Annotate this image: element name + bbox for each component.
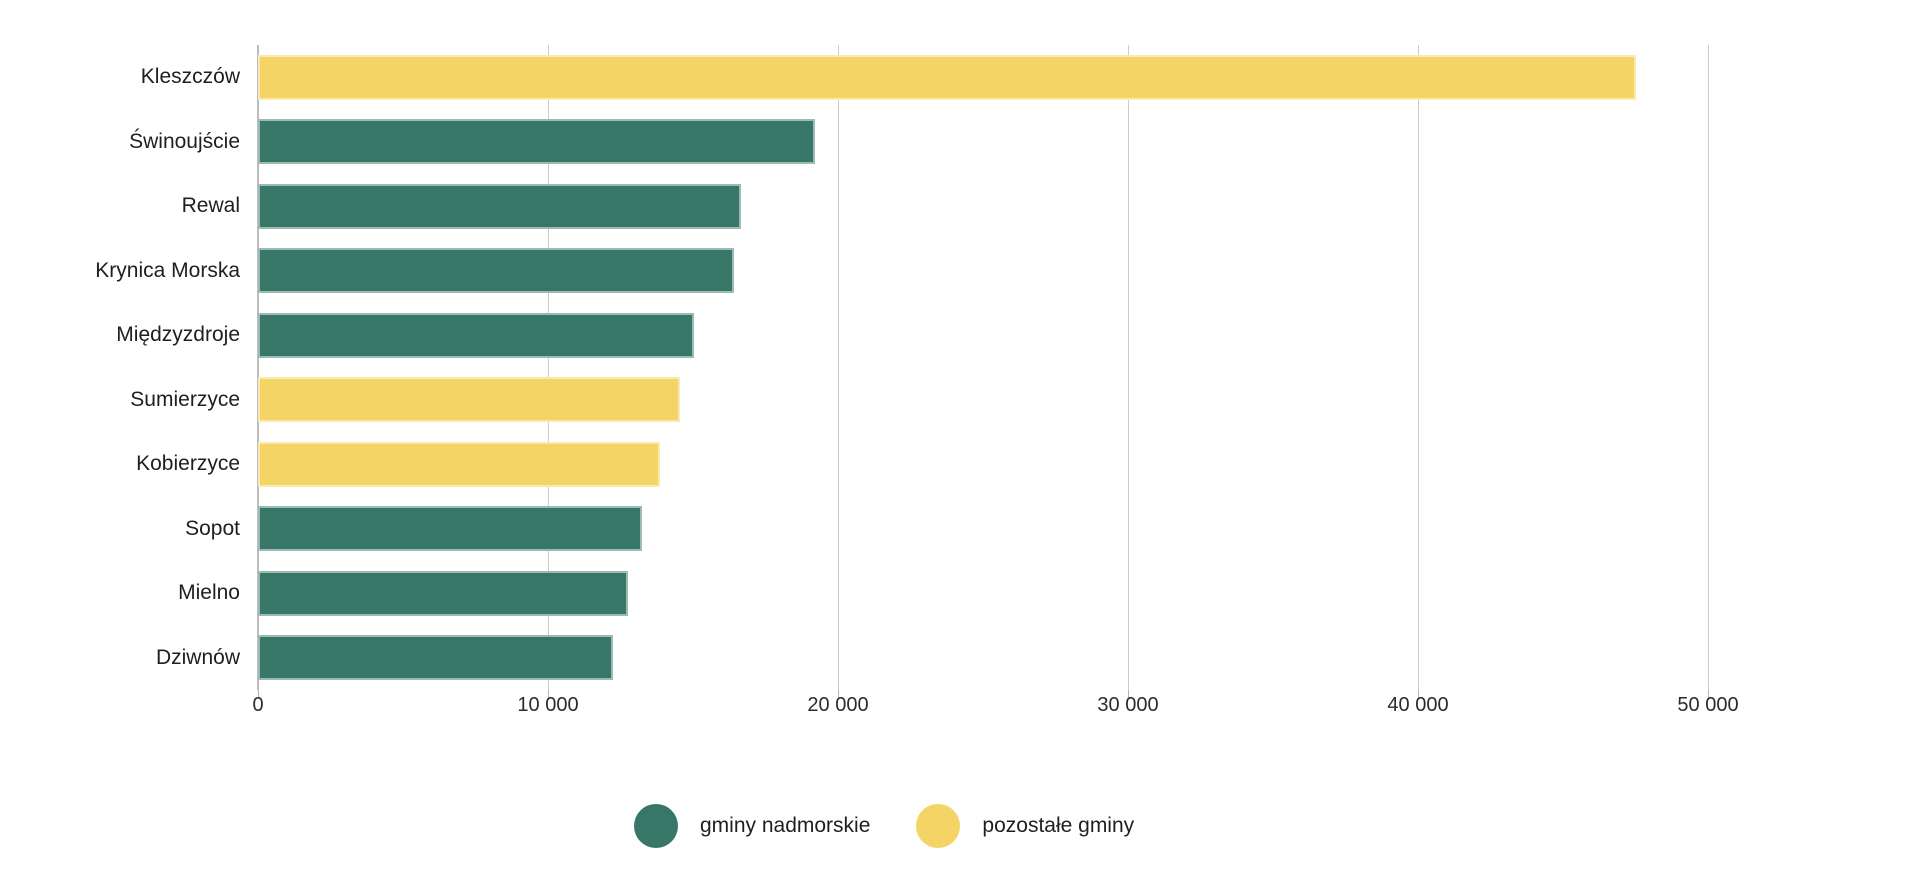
- gridline: [548, 45, 549, 690]
- axis-tick-label: 40 000: [1387, 694, 1449, 716]
- bar-row: [258, 174, 1766, 239]
- gridline: [1708, 45, 1709, 690]
- axis-tick-mark: [838, 690, 839, 698]
- bar: [258, 441, 660, 487]
- bar-row: [258, 368, 1766, 433]
- axis-tick-mark: [1128, 690, 1129, 698]
- bar: [258, 635, 614, 681]
- category-label: Krynica Morska: [95, 258, 240, 282]
- bar-row: [258, 303, 1766, 368]
- bar-row: [258, 626, 1766, 691]
- plot-area: [257, 45, 1766, 691]
- bar: [258, 183, 741, 229]
- bar-row: [258, 432, 1766, 497]
- legend-item: pozostałe gminy: [916, 804, 1134, 848]
- axis-tick-mark: [548, 690, 549, 698]
- axis-tick-mark: [1708, 690, 1709, 698]
- axis-tick-label: 10 000: [517, 694, 579, 716]
- category-label: Sumierzyce: [130, 387, 240, 411]
- category-label: Kleszczów: [140, 65, 240, 89]
- bar: [258, 377, 680, 423]
- gridline: [838, 45, 839, 690]
- category-label: Sopot: [185, 516, 240, 540]
- legend-color-dot: [916, 804, 961, 848]
- axis-tick-mark: [258, 690, 259, 698]
- category-label: Rewal: [181, 194, 240, 218]
- bar-row: [258, 497, 1766, 562]
- gridline: [1128, 45, 1129, 690]
- gridline: [1418, 45, 1419, 690]
- bar: [258, 119, 815, 165]
- bar-row: [258, 110, 1766, 175]
- axis-tick-mark: [1418, 690, 1419, 698]
- category-label: Międzyzdroje: [116, 323, 240, 347]
- legend-color-dot: [634, 804, 678, 848]
- axis-tick-label: 50 000: [1677, 694, 1739, 716]
- legend-item: gminy nadmorskie: [634, 804, 870, 848]
- bar: [258, 570, 628, 616]
- legend-label: pozostałe gminy: [982, 814, 1135, 837]
- category-label: Świnoujście: [129, 129, 240, 153]
- axis-tick-label: 30 000: [1097, 694, 1159, 716]
- bar-row: [258, 239, 1766, 304]
- bar-row: [258, 45, 1766, 110]
- bar: [258, 54, 1636, 100]
- gridline: [257, 45, 259, 690]
- bar-row: [258, 561, 1766, 626]
- category-label: Kobierzyce: [136, 452, 240, 476]
- bar: [258, 312, 695, 358]
- legend: gminy nadmorskie pozostałe gminy: [634, 804, 1134, 848]
- category-label: Mielno: [178, 581, 240, 605]
- legend-label: gminy nadmorskie: [700, 814, 871, 837]
- bar: [258, 248, 734, 294]
- axis-tick-label: 0: [252, 694, 264, 716]
- axis-tick-label: 20 000: [807, 694, 869, 716]
- bar: [258, 506, 643, 552]
- category-label: Dziwnów: [155, 645, 240, 669]
